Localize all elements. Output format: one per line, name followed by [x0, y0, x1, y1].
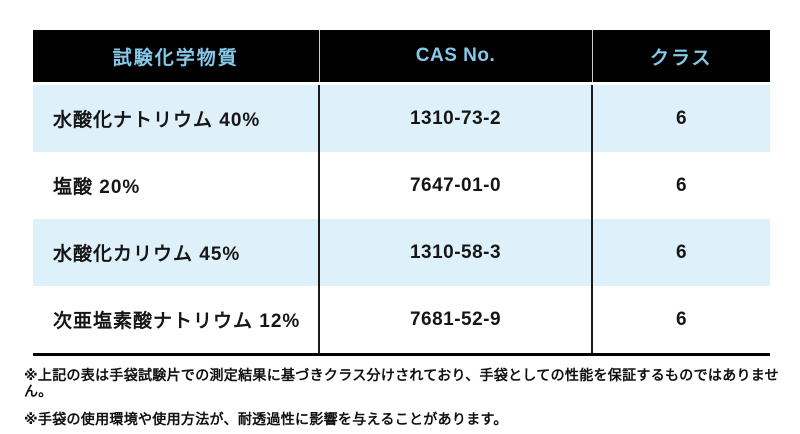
footnotes: ※上記の表は手袋試験片での測定結果に基づきクラス分けされており、手袋としての性能…	[24, 367, 792, 427]
cell-class-value: 6	[591, 152, 770, 219]
cell-class-value: 6	[591, 219, 770, 286]
cell-cas-number: 7681-52-9	[318, 286, 592, 355]
chemical-resistance-table: 試験化学物質 CAS No. クラス 水酸化ナトリウム 40% 1310-73-…	[33, 30, 770, 356]
cell-cas-number: 1310-73-2	[318, 83, 592, 152]
cell-cas-number: 1310-58-3	[318, 219, 592, 286]
cell-chemical-name: 水酸化カリウム 45%	[53, 244, 241, 265]
table-row: 塩酸 20% 7647-01-0 6	[33, 152, 770, 219]
table-row: 次亜塩素酸ナトリウム 12% 7681-52-9 6	[33, 286, 770, 355]
table-row: 水酸化カリウム 45% 1310-58-3 6	[33, 219, 770, 286]
cell-cas-number: 7647-01-0	[318, 152, 592, 219]
cell-chemical-name: 水酸化ナトリウム 40%	[53, 110, 261, 131]
table-row: 水酸化ナトリウム 40% 1310-73-2 6	[33, 83, 770, 152]
column-header-chemical: 試験化学物質	[33, 30, 319, 85]
table-header-row: 試験化学物質 CAS No. クラス	[33, 30, 770, 85]
column-header-cas-no: CAS No.	[318, 30, 592, 85]
cell-chemical-name: 次亜塩素酸ナトリウム 12%	[53, 311, 301, 332]
footnote-usage-disclaimer: ※手袋の使用環境や使用方法が、耐透過性に影響を与えることがあります。	[24, 411, 508, 427]
cell-class-value: 6	[591, 286, 770, 355]
cell-chemical-name: 塩酸 20%	[53, 177, 141, 198]
cell-class-value: 6	[591, 83, 770, 152]
column-header-class: クラス	[591, 30, 770, 85]
footnote-measurement-disclaimer: ※上記の表は手袋試験片での測定結果に基づきクラス分けされており、手袋としての性能…	[24, 367, 779, 399]
